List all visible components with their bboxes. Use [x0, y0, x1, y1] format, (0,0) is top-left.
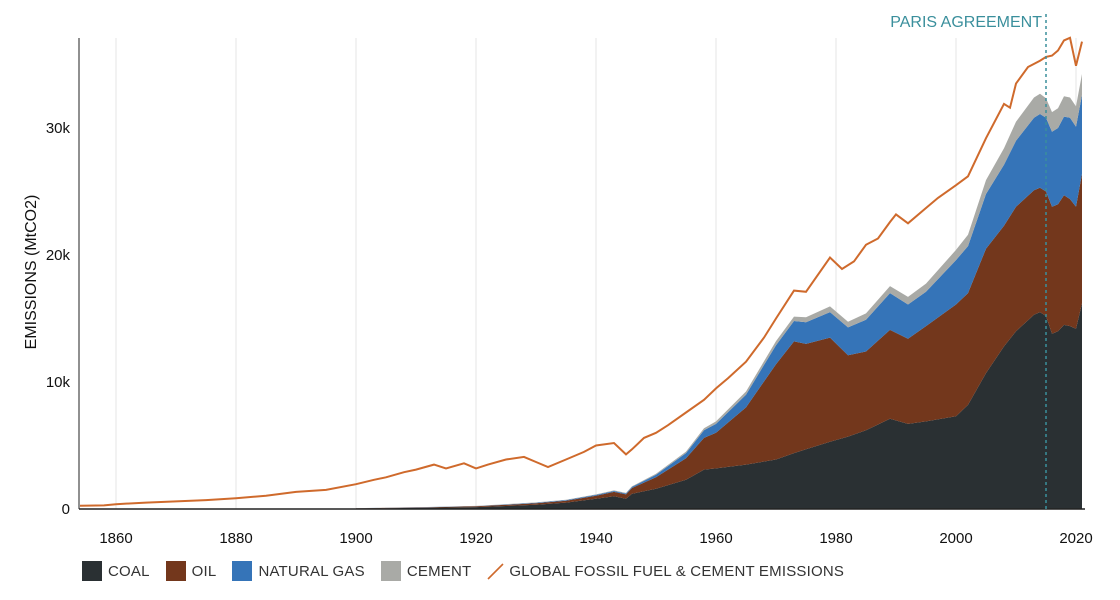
legend-item-gas: NATURAL GAS	[232, 561, 365, 581]
legend-label-coal: COAL	[108, 562, 150, 580]
legend-item-coal: COAL	[82, 561, 150, 581]
x-tick-label-1960: 1960	[699, 530, 732, 547]
legend-swatch-oil	[165, 561, 186, 581]
y-tick-label-0: 0	[62, 501, 70, 518]
y-tick-label-20k: 20k	[46, 247, 71, 264]
area-oil	[356, 173, 1082, 509]
x-tick-label-2000: 2000	[939, 530, 972, 547]
legend-item-cement: CEMENT	[380, 561, 472, 581]
legend-label-gas: NATURAL GAS	[258, 562, 365, 580]
legend-line-icon	[487, 563, 504, 580]
legend-label-cement: CEMENT	[406, 562, 472, 580]
y-tick-label-10k: 10k	[46, 374, 71, 391]
paris-agreement-label: PARIS AGREEMENT	[890, 14, 1042, 31]
x-tick-label-1980: 1980	[819, 530, 852, 547]
legend-swatch-coal	[82, 561, 102, 581]
area-coal	[356, 303, 1082, 509]
legend-label-total: GLOBAL FOSSIL FUEL & CEMENT EMISSIONS	[509, 562, 845, 580]
x-tick-label-1920: 1920	[459, 530, 492, 547]
legend-item-oil: OIL	[165, 561, 217, 581]
x-tick-label-1860: 1860	[99, 530, 132, 547]
legend-swatch-cement	[380, 561, 401, 581]
legend-label-oil: OIL	[191, 562, 217, 580]
series-line-total	[79, 36, 1083, 507]
x-tick-label-2020: 2020	[1059, 530, 1092, 547]
stacked-areas	[356, 74, 1082, 509]
legend-item-total: GLOBAL FOSSIL FUEL & CEMENT EMISSIONS	[487, 561, 844, 581]
legend: COAL OIL NATURAL GAS CEMENT GLOBAL FOSSI…	[82, 561, 860, 581]
x-tick-label-1940: 1940	[579, 530, 612, 547]
y-tick-label-30k: 30k	[46, 120, 71, 137]
x-tick-label-1900: 1900	[339, 530, 372, 547]
y-tick-labels: 0 10k 20k 30k	[46, 120, 71, 518]
x-tick-label-1880: 1880	[219, 530, 252, 547]
legend-swatch-gas	[232, 561, 253, 581]
y-axis-label: EMISSIONS (MtCO2)	[23, 195, 40, 350]
x-tick-labels: 1860 1880 1900 1920 1940 1960 1980 2000 2020	[99, 530, 1092, 547]
area-gas	[356, 95, 1082, 509]
